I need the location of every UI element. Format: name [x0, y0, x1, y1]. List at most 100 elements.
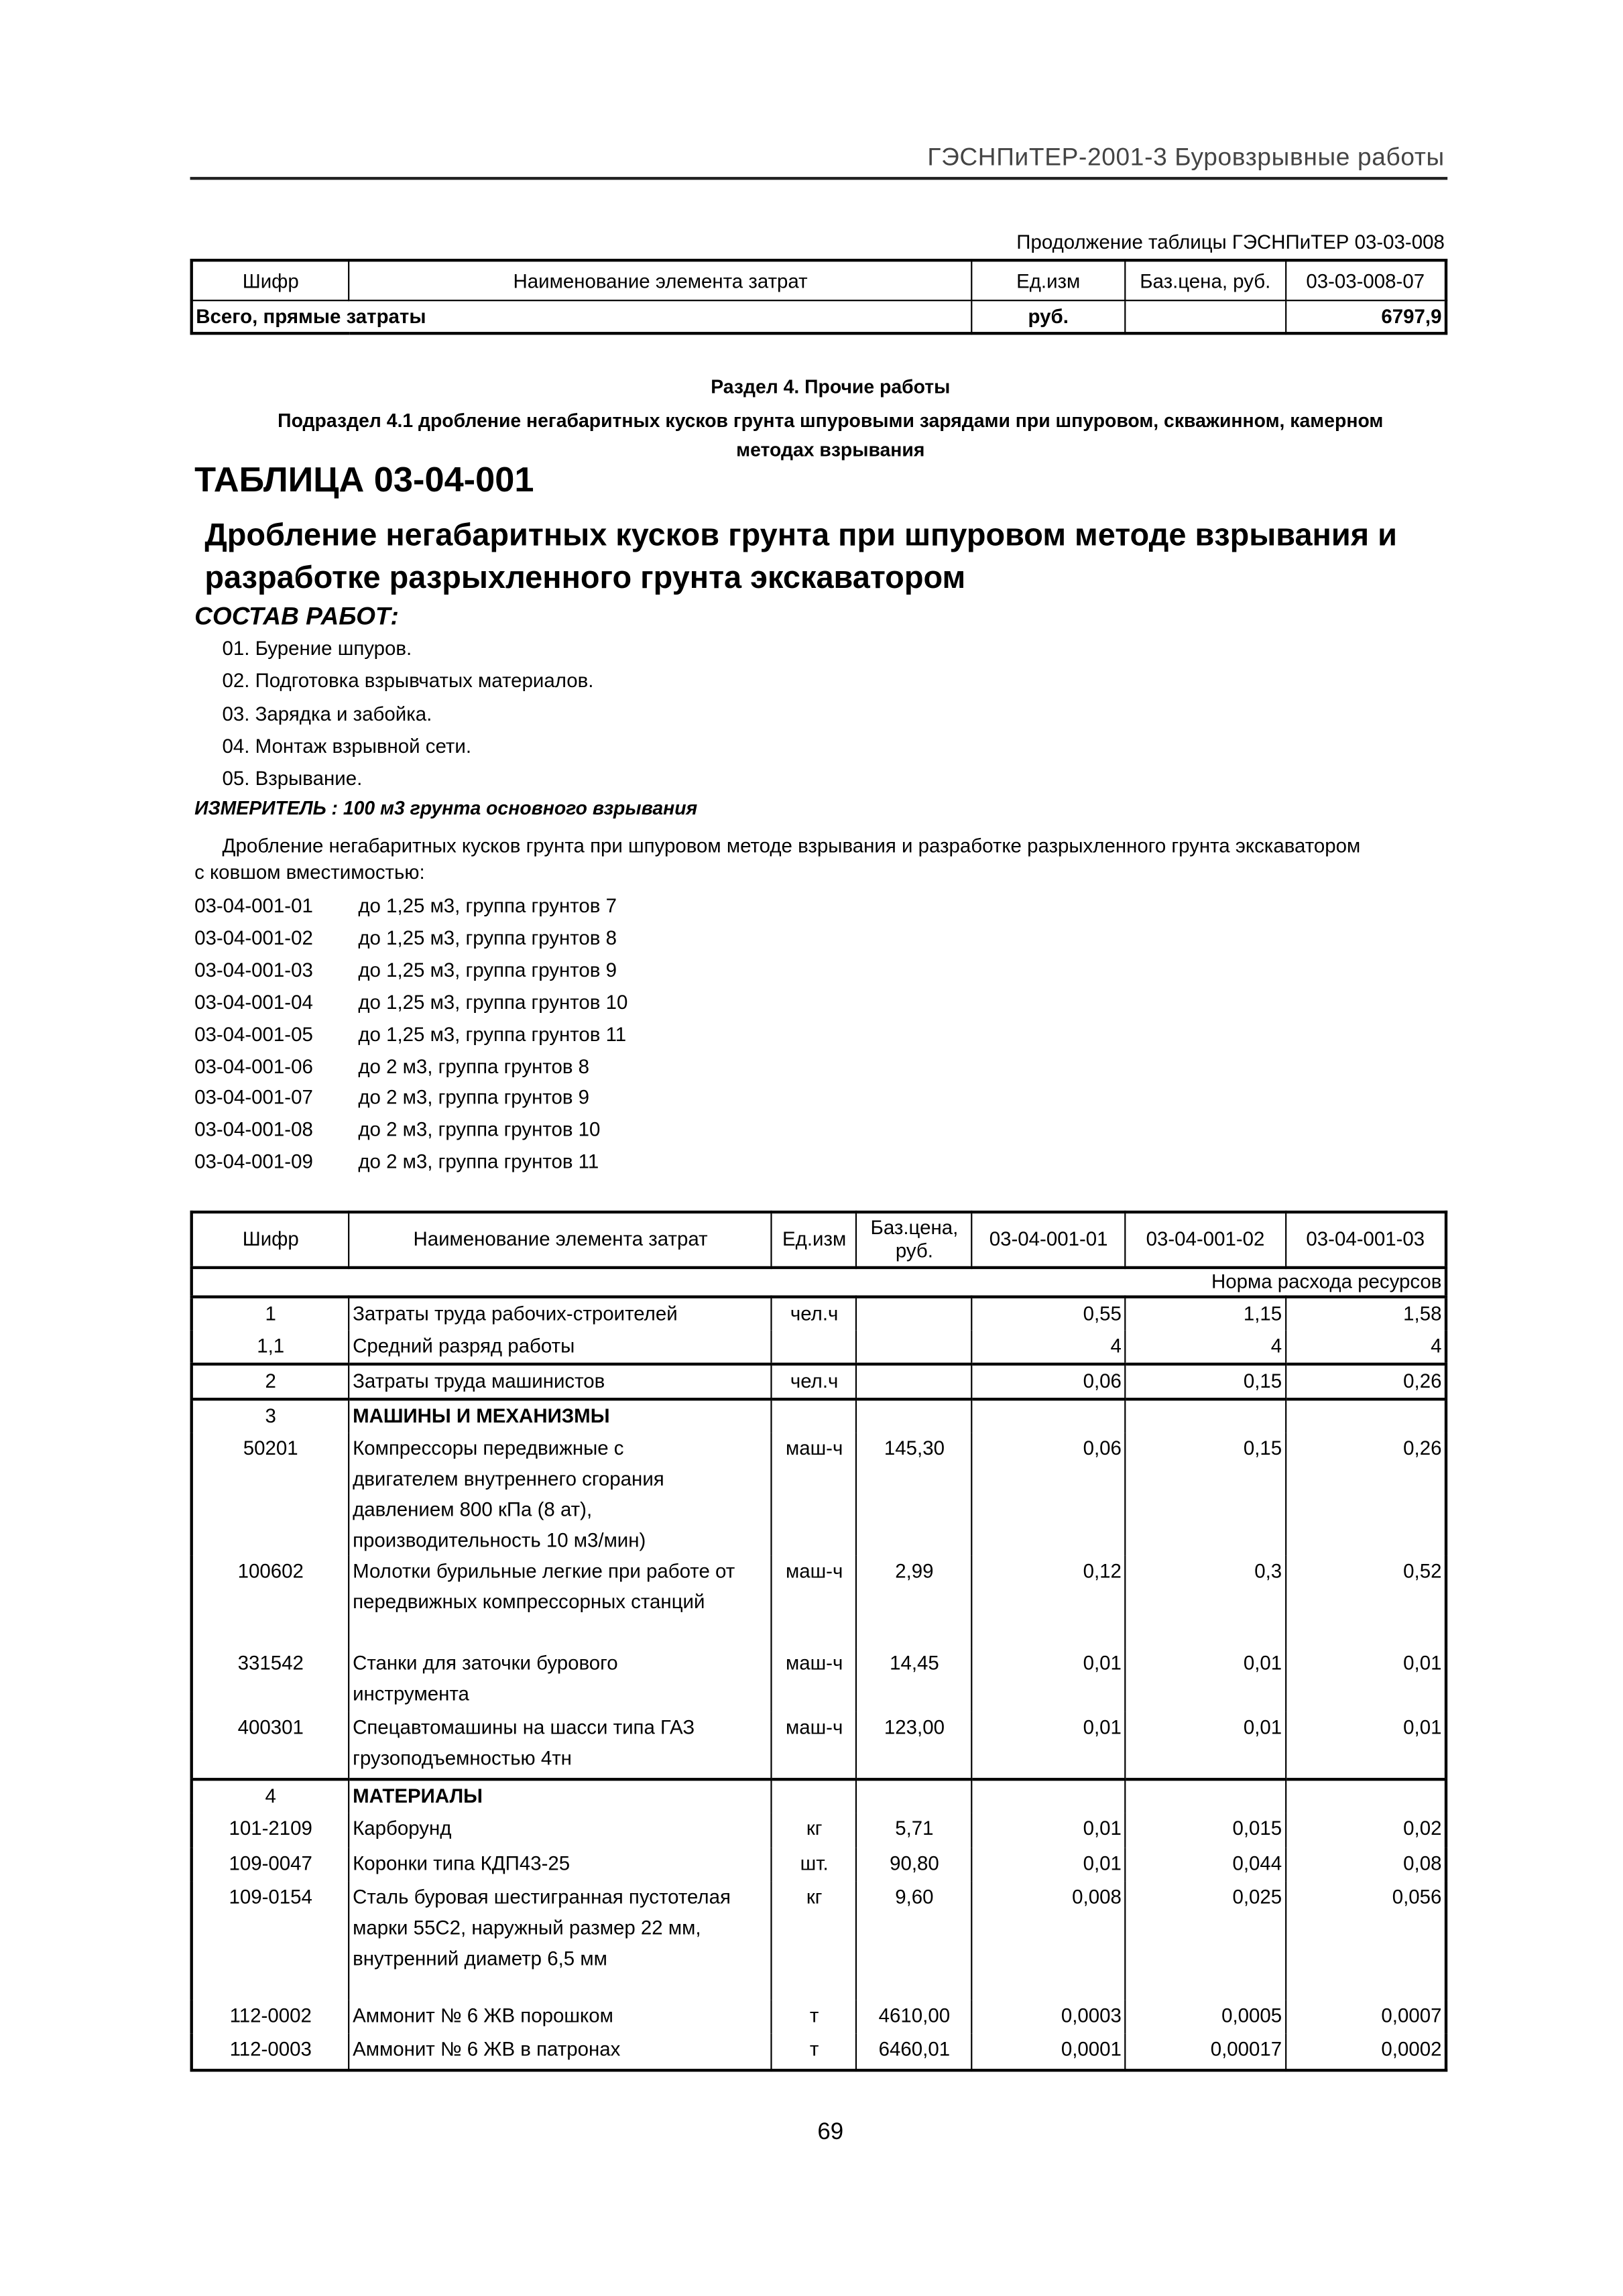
row-value: 4: [971, 1330, 1126, 1366]
variant-code: 03-04-001-05: [194, 1022, 313, 1045]
row-code: 1,1: [190, 1330, 350, 1366]
table-row: 1 Затраты труда рабочих-строителей чел.ч 0,…: [190, 1296, 1447, 1331]
row-unit: кг: [771, 1813, 857, 1848]
row-value: [1124, 1399, 1286, 1433]
work-item: 05. Взрывание.: [222, 768, 363, 790]
row-unit: чел.ч: [771, 1364, 857, 1401]
table-row: 109-0047 Коронки типа КДП43-25 шт. 90,80 0,0…: [190, 1848, 1447, 1882]
variant-code: 03-04-001-06: [194, 1054, 313, 1077]
row-value: 0,26: [1284, 1433, 1447, 1556]
table-row: 50201 Компрессоры передвижные с двигателе…: [190, 1433, 1447, 1556]
row-price: [855, 1296, 973, 1331]
variant-desc: до 1,25 м3, группа грунтов 10: [358, 991, 628, 1013]
row-name: Затраты труда рабочих-строителей: [348, 1296, 773, 1331]
row-value: 0,26: [1284, 1364, 1447, 1401]
row-value: 0,008: [971, 1881, 1126, 2000]
row-value: 0,015: [1124, 1813, 1286, 1848]
row-name: Аммонит № 6 ЖВ порошком: [348, 2000, 773, 2034]
row-name: МАШИНЫ И МЕХАНИЗМЫ: [348, 1399, 773, 1433]
row-price: [855, 1399, 973, 1433]
variant-desc: до 1,25 м3, группа грунтов 7: [358, 894, 617, 917]
row-value: [1284, 1399, 1447, 1433]
row-unit: маш-ч: [771, 1647, 857, 1712]
variant-desc: до 2 м3, группа грунтов 11: [358, 1150, 599, 1173]
row-price: 145,30: [855, 1433, 973, 1556]
row-code: 3: [190, 1399, 350, 1433]
continuation-note: Продолжение таблицы ГЭСНПиТЕР 03-03-008: [1016, 231, 1445, 253]
row-value: 0,06: [971, 1364, 1126, 1401]
row-value: [971, 1779, 1126, 1813]
row-value: 1,58: [1284, 1296, 1447, 1331]
row-value: 0,025: [1124, 1881, 1286, 2000]
col-header: Баз.цена, руб.: [855, 1211, 973, 1269]
table-row: 331542 Станки для заточки бурового инстру…: [190, 1647, 1447, 1712]
row-code: 400301: [190, 1711, 350, 1781]
row-code: 100602: [190, 1555, 350, 1648]
col-header: Наименование элемента затрат: [348, 1211, 773, 1269]
row-unit: чел.ч: [771, 1296, 857, 1331]
row-unit: маш-ч: [771, 1555, 857, 1648]
table-row: 1,1 Средний разряд работы 4 4 4: [190, 1330, 1447, 1366]
row-name: Карборунд: [348, 1813, 773, 1848]
row-price: 123,00: [855, 1711, 973, 1781]
subsection-title: Подраздел 4.1 дробление негабаритных кус…: [278, 409, 1384, 432]
row-value: 0,00017: [1124, 2033, 1286, 2071]
row-code: 112-0002: [190, 2000, 350, 2034]
work-item: 03. Зарядка и забойка.: [222, 703, 432, 725]
table-row: 3 МАШИНЫ И МЕХАНИЗМЫ: [190, 1399, 1447, 1433]
row-name: Средний разряд работы: [348, 1330, 773, 1366]
row-unit: маш-ч: [771, 1711, 857, 1781]
row-value: [1124, 1779, 1286, 1813]
row-price: [855, 1779, 973, 1813]
table-row: 2 Затраты труда машинистов чел.ч 0,06 0,15 0,…: [190, 1364, 1447, 1401]
col-header: 03-04-001-01: [971, 1211, 1126, 1269]
total-unit: руб.: [971, 300, 1126, 335]
row-value: 0,01: [971, 1711, 1126, 1781]
row-code: 109-0154: [190, 1881, 350, 2000]
table-row: 4 МАТЕРИАЛЫ: [190, 1779, 1447, 1813]
total-value: 6797,9: [1284, 300, 1447, 335]
col-header: Шифр: [190, 1211, 350, 1269]
row-price: 14,45: [855, 1647, 973, 1712]
row-price: 9,60: [855, 1881, 973, 2000]
row-unit: [771, 1330, 857, 1366]
intro-text: Дробление негабаритных кусков грунта при…: [222, 835, 1361, 857]
header-rule: [190, 176, 1448, 180]
row-value: 0,0007: [1284, 2000, 1447, 2034]
variant-code: 03-04-001-08: [194, 1119, 313, 1141]
variant-desc: до 2 м3, группа грунтов 10: [358, 1119, 601, 1141]
row-value: 0,0005: [1124, 2000, 1286, 2034]
work-heading: СОСТАВ РАБОТ:: [194, 602, 399, 631]
total-label: Всего, прямые затраты: [190, 300, 973, 335]
work-item: 04. Монтаж взрывной сети.: [222, 735, 472, 758]
measure-unit: ИЗМЕРИТЕЛЬ : 100 м3 грунта основного взр…: [194, 796, 698, 819]
row-value: 0,01: [971, 1848, 1126, 1882]
row-value: 0,044: [1124, 1848, 1286, 1882]
running-header: ГЭСНПиТЕР-2001-3 Буровзрывные работы: [927, 143, 1445, 172]
row-value: 0,3: [1124, 1555, 1286, 1648]
row-value: 0,01: [1124, 1711, 1286, 1781]
table-row: 109-0154 Сталь буровая шестигранная пусто…: [190, 1881, 1447, 2000]
row-value: 4: [1124, 1330, 1286, 1366]
variant-desc: до 1,25 м3, группа грунтов 11: [358, 1022, 627, 1045]
col-header: Шифр: [190, 259, 350, 302]
row-code: 331542: [190, 1647, 350, 1712]
work-item: 02. Подготовка взрывчатых материалов.: [222, 670, 594, 692]
norm-label: Норма расхода ресурсов: [190, 1266, 1447, 1298]
col-header: Ед.изм: [771, 1211, 857, 1269]
row-name: Компрессоры передвижные с двигателем вну…: [348, 1433, 773, 1556]
variant-desc: до 2 м3, группа грунтов 8: [358, 1054, 590, 1077]
row-value: 0,0001: [971, 2033, 1126, 2071]
row-price: 5,71: [855, 1813, 973, 1848]
row-price: 6460,01: [855, 2033, 973, 2071]
row-unit: т: [771, 2033, 857, 2071]
variant-code: 03-04-001-04: [194, 991, 313, 1013]
table-row: 112-0003 Аммонит № 6 ЖВ в патронах т 6460,0…: [190, 2033, 1447, 2071]
row-value: 0,15: [1124, 1433, 1286, 1556]
row-value: 0,02: [1284, 1813, 1447, 1848]
row-code: 112-0003: [190, 2033, 350, 2071]
row-code: 101-2109: [190, 1813, 350, 1848]
row-value: 0,06: [971, 1433, 1126, 1556]
row-code: 4: [190, 1779, 350, 1813]
table-title-cont: разработке разрыхленного грунта экскават…: [204, 560, 966, 595]
